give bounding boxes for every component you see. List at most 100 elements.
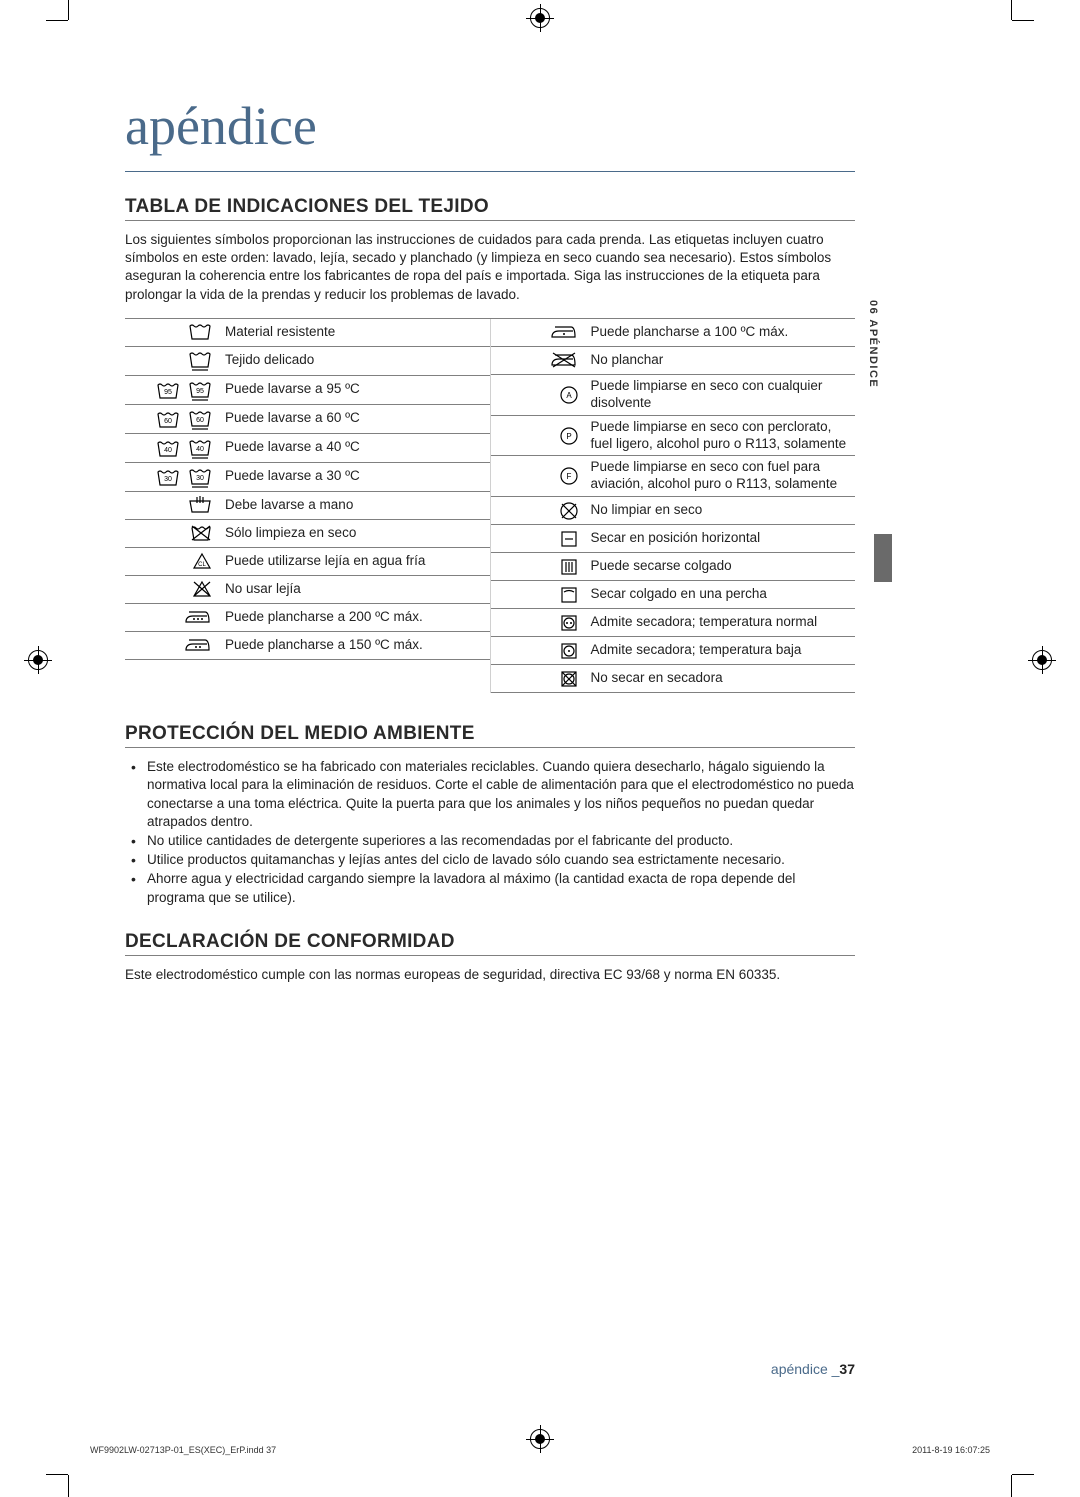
svg-text:95: 95 (196, 388, 204, 395)
tumble-normal-icon (491, 613, 591, 633)
svg-text:CL: CL (198, 562, 206, 568)
hand-wash-icon (125, 495, 225, 515)
fabric-label: No secar en secadora (591, 670, 856, 687)
fabric-label: No limpiar en seco (591, 502, 856, 519)
fabric-row: No usar lejía (125, 576, 490, 604)
fabric-row: Debe lavarse a mano (125, 492, 490, 520)
no-bleach-icon (125, 579, 225, 599)
section-heading-fabric: TABLA DE INDICACIONES DEL TEJIDO (125, 196, 855, 218)
fabric-label: Secar colgado en una percha (591, 586, 856, 603)
svg-text:40: 40 (196, 446, 204, 453)
fabric-row: 30 30 Puede lavarse a 30 ºC (125, 463, 490, 492)
fabric-row: Puede secarse colgado (491, 553, 856, 581)
dryclean-a-icon: A (491, 385, 591, 405)
env-bullet: Ahorre agua y electricidad cargando siem… (125, 870, 855, 906)
svg-text:F: F (566, 472, 571, 481)
iron-high-icon (125, 608, 225, 626)
wash-95-icon: 95 95 (125, 379, 225, 401)
drip-dry-icon (491, 557, 591, 577)
env-bullet: Este electrodoméstico se ha fabricado co… (125, 758, 855, 831)
svg-text:60: 60 (164, 418, 172, 425)
svg-text:30: 30 (164, 476, 172, 483)
fabric-care-table: Material resistente Tejido delicado 95 95 Pu… (125, 318, 855, 693)
dryclean-p-icon: P (491, 426, 591, 446)
wash-basin-icon (125, 322, 225, 342)
section-underline (125, 955, 855, 956)
fabric-row: APuede limpiarse en seco con cualquier d… (491, 375, 856, 416)
wash-60-icon: 60 60 (125, 408, 225, 430)
fabric-col-right: Puede plancharse a 100 ºC máx. No plancha… (491, 319, 856, 693)
side-thumb-bar (874, 534, 892, 582)
hang-dry-icon (491, 585, 591, 605)
wash-30-icon: 30 30 (125, 466, 225, 488)
fabric-label: Tejido delicado (225, 352, 490, 369)
fabric-label: Puede lavarse a 60 ºC (225, 410, 490, 427)
page-content: apéndice TABLA DE INDICACIONES DEL TEJID… (125, 95, 855, 984)
env-bullet: Utilice productos quitamanchas y lejías … (125, 851, 855, 869)
section-underline (125, 747, 855, 748)
env-bullet: No utilice cantidades de detergente supe… (125, 832, 855, 850)
fabric-label: Puede plancharse a 200 ºC máx. (225, 609, 490, 626)
fabric-row: Secar en posición horizontal (491, 525, 856, 553)
fabric-row: 60 60 Puede lavarse a 60 ºC (125, 405, 490, 434)
footer-section: apéndice _ (771, 1361, 840, 1377)
no-tumble-icon (491, 669, 591, 689)
fabric-row: PPuede limpiarse en seco con perclorato,… (491, 416, 856, 457)
registration-mark (28, 650, 48, 670)
footer-date: 2011-8-19 16:07:25 (912, 1445, 990, 1455)
fabric-label: Admite secadora; temperatura baja (591, 642, 856, 659)
fabric-row: No secar en secadora (491, 665, 856, 693)
fabric-row: 9595Puede lavarse a 95 ºC (125, 376, 490, 405)
iron-med-icon (125, 636, 225, 654)
title-underline (125, 171, 855, 172)
bleach-icon: CL (125, 551, 225, 571)
svg-text:A: A (566, 391, 572, 400)
section-underline (125, 220, 855, 221)
svg-text:P: P (566, 432, 571, 441)
svg-text:95: 95 (164, 389, 172, 396)
side-tab-label: 06 APÉNDICE (867, 300, 879, 388)
fabric-label: Debe lavarse a mano (225, 497, 490, 514)
svg-text:60: 60 (196, 417, 204, 424)
fabric-row: Material resistente (125, 319, 490, 347)
section-heading-conformity: DECLARACIÓN DE CONFORMIDAD (125, 931, 855, 953)
fabric-row: Puede plancharse a 200 ºC máx. (125, 604, 490, 632)
tumble-low-icon (491, 641, 591, 661)
fabric-label: Admite secadora; temperatura normal (591, 614, 856, 631)
no-iron-icon (491, 351, 591, 369)
fabric-row: CL Puede utilizarse lejía en agua fría (125, 548, 490, 576)
fabric-label: Puede plancharse a 150 ºC máx. (225, 637, 490, 654)
fabric-row: 40 40 Puede lavarse a 40 ºC (125, 434, 490, 463)
fabric-label: Puede lavarse a 40 ºC (225, 439, 490, 456)
page-title: apéndice (125, 95, 855, 157)
fabric-label: Material resistente (225, 324, 490, 341)
fabric-label: Puede secarse colgado (591, 558, 856, 575)
side-tab: 06 APÉNDICE (867, 300, 882, 560)
wash-40-icon: 40 40 (125, 437, 225, 459)
footer-pagenum: 37 (839, 1361, 855, 1377)
conformity-text: Este electrodoméstico cumple con las nor… (125, 966, 855, 984)
fabric-row: Sólo limpieza en seco (125, 520, 490, 548)
registration-mark (1032, 650, 1052, 670)
fabric-label: Puede lavarse a 30 ºC (225, 468, 490, 485)
fabric-row: No limpiar en seco (491, 497, 856, 525)
footer-docname: WF9902LW-02713P-01_ES(XEC)_ErP.indd 37 (90, 1445, 276, 1455)
fabric-label: No planchar (591, 352, 856, 369)
svg-text:40: 40 (164, 447, 172, 454)
iron-low-icon (491, 323, 591, 341)
section-heading-env: PROTECCIÓN DEL MEDIO AMBIENTE (125, 723, 855, 745)
fabric-label: Puede utilizarse lejía en agua fría (225, 553, 490, 570)
fabric-row: Admite secadora; temperatura baja (491, 637, 856, 665)
registration-mark (530, 1429, 550, 1449)
fabric-row: Puede plancharse a 100 ºC máx. (491, 319, 856, 347)
footer-page: apéndice _37 (771, 1361, 855, 1377)
env-bullet-list: Este electrodoméstico se ha fabricado co… (125, 758, 855, 907)
wash-basin-delicate-icon (125, 350, 225, 372)
dryclean-f-icon: F (491, 466, 591, 486)
fabric-row: Admite secadora; temperatura normal (491, 609, 856, 637)
no-dryclean-icon (491, 501, 591, 521)
fabric-label: Puede plancharse a 100 ºC máx. (591, 324, 856, 341)
svg-text:30: 30 (196, 475, 204, 482)
fabric-row: Puede plancharse a 150 ºC máx. (125, 632, 490, 660)
fabric-row: No planchar (491, 347, 856, 375)
